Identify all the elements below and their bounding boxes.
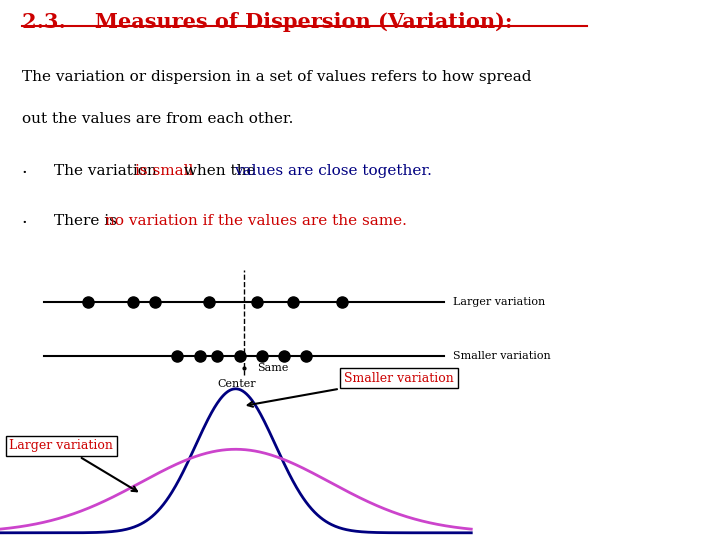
Text: The variation or dispersion in a set of values refers to how spread: The variation or dispersion in a set of … xyxy=(22,70,531,84)
Text: There is: There is xyxy=(54,214,122,228)
Text: Larger variation: Larger variation xyxy=(454,298,546,307)
Text: Same: Same xyxy=(258,363,289,373)
Text: Smaller variation: Smaller variation xyxy=(248,372,454,407)
Text: Larger variation: Larger variation xyxy=(9,439,137,491)
Text: The variation: The variation xyxy=(54,164,161,178)
Text: values are close together.: values are close together. xyxy=(234,164,432,178)
Text: when the: when the xyxy=(179,164,261,178)
Text: ·: · xyxy=(22,164,27,182)
Text: is small: is small xyxy=(135,164,193,178)
Text: Smaller variation: Smaller variation xyxy=(454,352,551,361)
Text: no variation if the values are the same.: no variation if the values are the same. xyxy=(105,214,407,228)
Text: out the values are from each other.: out the values are from each other. xyxy=(22,112,293,126)
Text: 2.3.    Measures of Dispersion (Variation):: 2.3. Measures of Dispersion (Variation): xyxy=(22,12,512,32)
Text: ·: · xyxy=(22,214,27,232)
Text: Center: Center xyxy=(217,379,256,389)
